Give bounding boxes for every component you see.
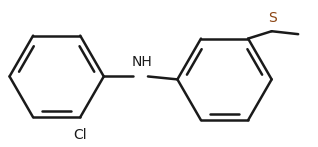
Text: S: S bbox=[268, 11, 277, 25]
Text: Cl: Cl bbox=[73, 128, 87, 142]
Text: NH: NH bbox=[132, 55, 152, 69]
